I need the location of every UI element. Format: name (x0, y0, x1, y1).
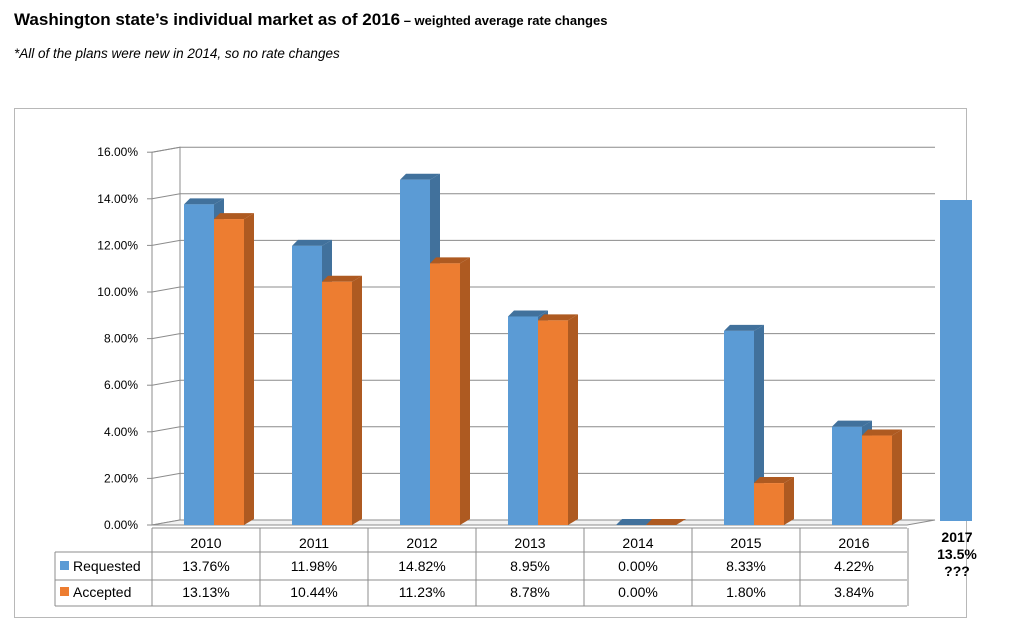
x-category-label: 2010 (190, 535, 221, 551)
x-category-label: 2016 (838, 535, 869, 551)
x-category-label: 2013 (514, 535, 545, 551)
data-label: 10.44% (290, 584, 337, 600)
bar-side (568, 314, 578, 525)
projection-label: 2017 13.5% ??? (930, 529, 984, 580)
bar (292, 245, 322, 525)
y-tick-label: 4.00% (104, 425, 138, 439)
bar-side (784, 477, 794, 525)
bar (862, 435, 892, 525)
data-label: 11.23% (399, 584, 445, 600)
bar-top (646, 519, 686, 525)
data-label: 11.98% (291, 558, 337, 574)
gridline-diagonal (151, 146, 181, 153)
bar (508, 316, 538, 525)
gridline-diagonal (151, 379, 181, 386)
bar-top (508, 310, 548, 317)
x-category-label: 2012 (406, 535, 437, 551)
bar-side (352, 275, 362, 525)
bar-top (832, 420, 872, 427)
bar (538, 320, 568, 525)
bar-top (322, 275, 362, 282)
bar-top (292, 239, 332, 246)
data-label: 13.76% (182, 558, 229, 574)
data-label: 8.95% (510, 558, 550, 574)
title-sub: – weighted average rate changes (400, 13, 608, 28)
data-label: 13.13% (182, 584, 229, 600)
x-category-label: 2014 (622, 535, 653, 551)
data-label: 14.82% (398, 558, 445, 574)
y-tick-label: 2.00% (104, 471, 138, 485)
bar (322, 281, 352, 525)
y-tick-label: 0.00% (104, 518, 138, 532)
bar (754, 483, 784, 525)
chart-note: *All of the plans were new in 2014, so n… (14, 46, 340, 61)
projection-year: 2017 (941, 529, 973, 545)
projection-value: 13.5% (937, 546, 977, 562)
bar-top (214, 213, 254, 220)
y-tick-label: 6.00% (104, 378, 138, 392)
bar (724, 330, 754, 525)
bar-top (616, 519, 656, 525)
bar-top (184, 198, 224, 205)
gridline-diagonal (151, 426, 181, 433)
data-label: 0.00% (618, 584, 658, 600)
y-tick-label: 16.00% (97, 145, 138, 159)
x-category-label: 2011 (299, 535, 329, 551)
bar-top (724, 324, 764, 331)
y-tick-label: 12.00% (97, 238, 138, 252)
bar-top (400, 173, 440, 180)
bar-side (460, 257, 470, 525)
data-label: 8.33% (726, 558, 766, 574)
gridline-diagonal (151, 239, 181, 246)
data-label: 8.78% (510, 584, 550, 600)
projection-note: ??? (944, 563, 970, 579)
data-label: 4.22% (834, 558, 874, 574)
projection-bar (940, 200, 972, 521)
bar (430, 263, 460, 525)
bar-top (862, 429, 902, 436)
x-category-label: 2015 (730, 535, 761, 551)
y-tick-label: 10.00% (97, 285, 138, 299)
bar-top (538, 314, 578, 321)
data-label: 3.84% (834, 584, 874, 600)
legend-label: Accepted (73, 584, 131, 600)
bar-side (244, 213, 254, 526)
title-main: Washington state’s individual market as … (14, 10, 401, 29)
gridline-diagonal (151, 193, 181, 200)
legend-swatch (60, 561, 69, 570)
bar (832, 426, 862, 525)
bar (184, 204, 214, 525)
y-tick-label: 8.00% (104, 332, 138, 346)
gridline-diagonal (151, 472, 181, 479)
gridline-diagonal (151, 286, 181, 293)
legend-label: Requested (73, 558, 141, 574)
chart-title: Washington state’s individual market as … (14, 10, 607, 30)
gridline-diagonal (151, 333, 181, 340)
bar-top (754, 477, 794, 484)
bar (214, 219, 244, 526)
bar-top (430, 257, 470, 264)
bar-side (892, 429, 902, 525)
legend-swatch (60, 587, 69, 596)
data-label: 0.00% (618, 558, 658, 574)
bar (400, 179, 430, 525)
data-label: 1.80% (726, 584, 766, 600)
bar-side (754, 324, 764, 525)
y-tick-label: 14.00% (97, 192, 138, 206)
